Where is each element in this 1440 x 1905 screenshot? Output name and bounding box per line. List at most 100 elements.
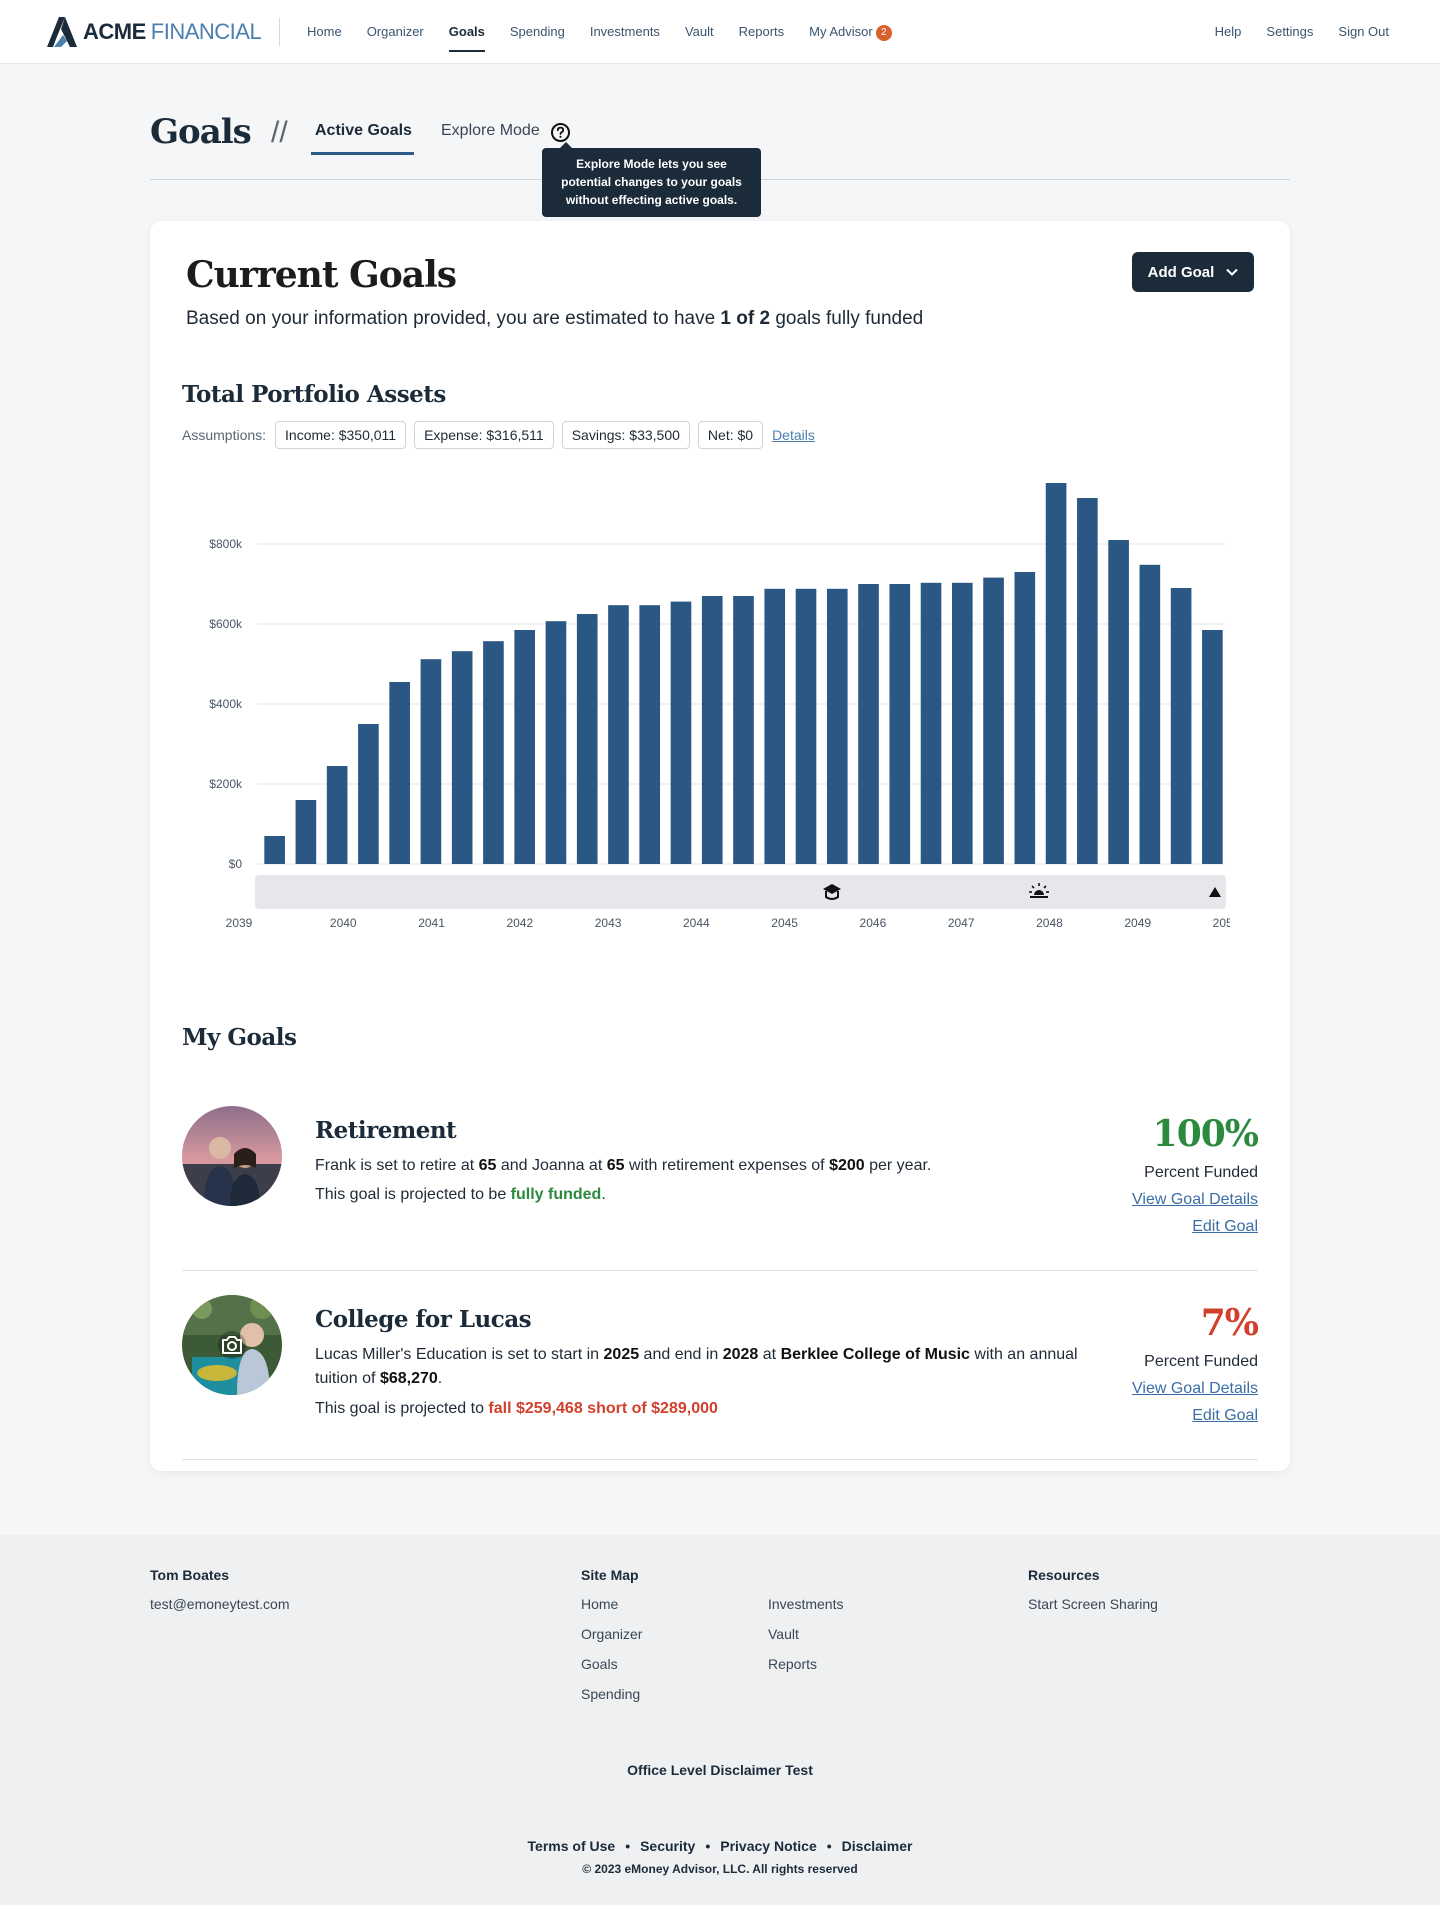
nav-item-vault[interactable]: Vault [685,0,714,64]
chart-bar[interactable] [795,588,817,864]
status-text: fully funded [510,1186,602,1203]
chart-bar[interactable] [326,766,348,864]
percent-funded-value: 7% [1200,1302,1259,1344]
college-goal-photo[interactable] [182,1295,282,1395]
nav-item-reports[interactable]: Reports [739,0,785,64]
timeline-strip[interactable] [255,875,1226,909]
assumptions-details-link[interactable]: Details [772,427,815,443]
description-highlight: 2028 [722,1346,759,1363]
footer-user-email[interactable]: test@emoneytest.com [150,1596,290,1612]
sitemap-link-reports[interactable]: Reports [768,1656,818,1672]
chart-bar[interactable] [951,582,973,864]
sitemap-link-goals[interactable]: Goals [581,1656,618,1672]
view-goal-details-link[interactable]: View Goal Details [1132,1191,1258,1208]
util-link-settings[interactable]: Settings [1266,24,1314,39]
chart-bar[interactable] [1108,540,1129,864]
percent-funded-label: Percent Funded [1144,1353,1258,1370]
chart-bar[interactable] [420,659,442,864]
tab-explore-mode[interactable]: Explore Mode [441,122,540,139]
chart-bar[interactable] [264,836,285,864]
description-text: and end in [639,1346,723,1363]
chart-bar[interactable] [545,621,567,864]
chart-bar[interactable] [1170,588,1192,864]
graduation-cap-icon[interactable] [823,884,841,900]
security-link[interactable]: Security [640,1838,696,1854]
summary-suffix: goals fully funded [770,308,924,329]
terms-of-use-link[interactable]: Terms of Use [527,1838,616,1854]
y-tick-label: $600k [209,617,243,631]
nav-item-home[interactable]: Home [307,0,342,64]
chart-bar[interactable] [1045,483,1067,864]
chart-bar[interactable] [701,596,723,864]
chart-bar[interactable] [826,588,848,864]
chart-bar[interactable] [451,651,473,864]
view-goal-details-link[interactable]: View Goal Details [1132,1380,1258,1397]
chart-bar[interactable] [483,641,504,864]
chart-bar[interactable] [639,605,661,864]
chart-bar[interactable] [576,614,598,864]
add-goal-button[interactable]: Add Goal [1132,252,1254,292]
x-tick-label: 2041 [418,916,445,930]
logo-mark-icon [47,17,77,47]
sitemap-link-home[interactable]: Home [581,1596,619,1612]
status-prefix: This goal is projected to [315,1400,489,1417]
nav-item-goals[interactable]: Goals [448,0,486,64]
sitemap-link-vault[interactable]: Vault [768,1626,799,1642]
nav-item-label: My Advisor [809,24,873,39]
acme-financial-logo[interactable]: ACME FINANCIAL [47,17,262,47]
chart-bar[interactable] [608,605,629,864]
goal-divider [182,1270,1258,1271]
nav-item-label: Investments [589,24,660,39]
chart-bar[interactable] [1202,630,1223,864]
chart-bar[interactable] [389,682,410,864]
description-highlight: 65 [478,1157,497,1174]
goal-status: This goal is projected to be fully funde… [315,1183,1105,1207]
chart-bar[interactable] [1077,498,1098,864]
chart-bar[interactable] [358,724,379,864]
help-circle-icon[interactable] [550,122,571,143]
legal-links: Terms of Use • Security • Privacy Notice • Dis… [0,1838,1440,1854]
edit-goal-link[interactable]: Edit Goal [1192,1407,1258,1424]
nav-item-investments[interactable]: Investments [590,0,660,64]
chart-bar[interactable] [983,577,1004,864]
nav-item-spending[interactable]: Spending [510,0,565,64]
add-goal-label: Add Goal [1147,263,1215,281]
description-highlight: $200 [829,1157,865,1174]
chart-bar[interactable] [920,582,942,864]
sitemap-link-organizer[interactable]: Organizer [581,1626,643,1642]
sunset-icon[interactable] [1029,883,1049,898]
chart-bar[interactable] [1014,572,1036,864]
nav-item-label: Home [307,24,342,39]
disclaimer-link[interactable]: Disclaimer [841,1838,913,1854]
my-goals-title: My Goals [182,1024,297,1051]
current-goals-title: Current Goals [186,254,457,296]
chart-bar[interactable] [295,800,317,864]
chart-bar[interactable] [514,630,536,864]
edit-goal-link[interactable]: Edit Goal [1192,1218,1258,1235]
chart-bar[interactable] [889,584,911,864]
chart-bar[interactable] [764,588,786,864]
nav-item-my-advisor[interactable]: My Advisor 2 [809,0,892,64]
util-link-sign-out[interactable]: Sign Out [1338,24,1389,39]
sitemap-link-investments[interactable]: Investments [768,1596,844,1612]
chart-bar[interactable] [1139,564,1161,864]
y-tick-label: $400k [209,697,243,711]
chart-bar[interactable] [733,596,754,864]
chart-bar[interactable] [858,584,879,864]
x-tick-label: 2044 [683,916,710,930]
privacy-notice-link[interactable]: Privacy Notice [720,1838,817,1854]
tab-active-goals[interactable]: Active Goals [315,122,412,139]
chart-bar[interactable] [670,601,692,864]
current-goals-card: Current Goals Based on your information … [150,221,1290,1471]
nav-item-organizer[interactable]: Organizer [367,0,424,64]
sitemap-link-spending[interactable]: Spending [581,1686,641,1702]
camera-icon[interactable] [220,1335,244,1355]
triangle-up-icon[interactable] [1209,887,1221,897]
start-screen-sharing-link[interactable]: Start Screen Sharing [1028,1596,1158,1612]
retirement-goal-photo[interactable] [182,1106,282,1206]
x-tick-label: 2046 [860,916,887,930]
legal-separator: • [625,1838,631,1854]
util-link-help[interactable]: Help [1214,24,1242,39]
goals-summary: Based on your information provided, you … [186,308,923,330]
status-prefix: This goal is projected to be [315,1186,511,1203]
